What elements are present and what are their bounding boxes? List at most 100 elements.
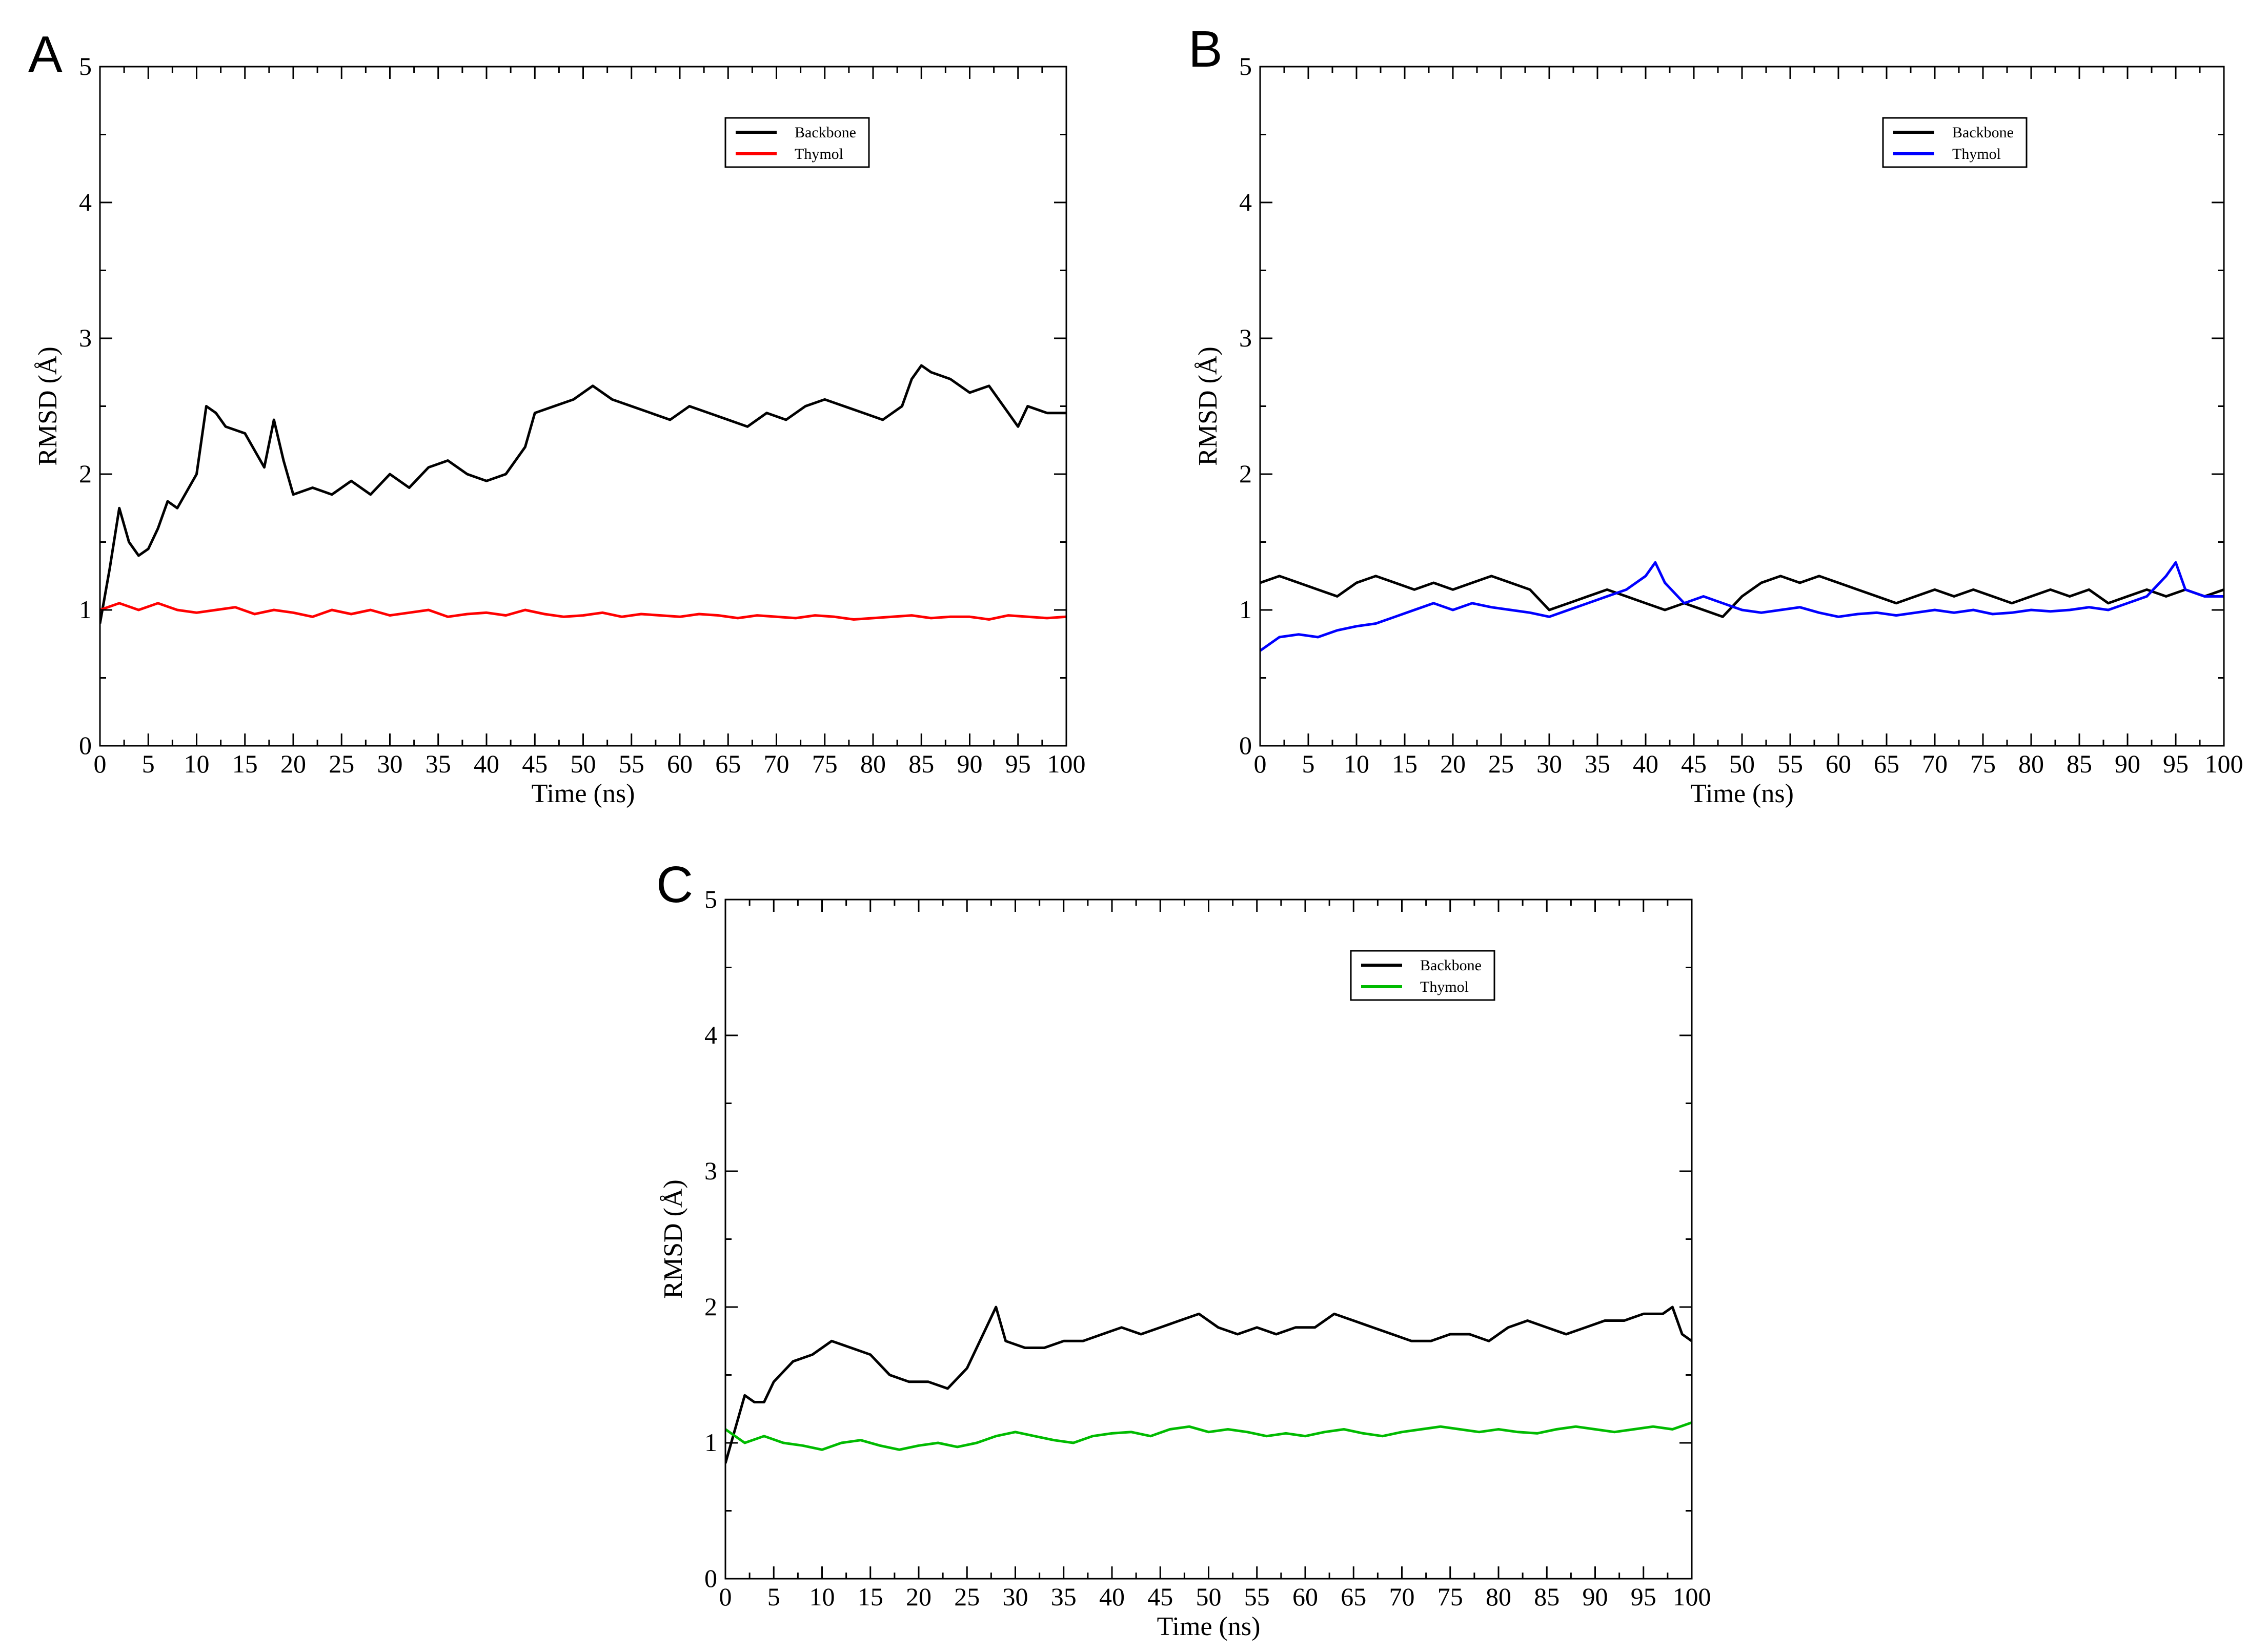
x-tick-label: 50	[1729, 749, 1755, 778]
x-tick-label: 0	[94, 749, 107, 778]
x-tick-label: 25	[954, 1582, 980, 1611]
x-tick-label: 10	[184, 749, 210, 778]
x-tick-label: 85	[2067, 749, 2092, 778]
x-tick-label: 55	[1244, 1582, 1270, 1611]
x-tick-label: 5	[1302, 749, 1315, 778]
x-tick-label: 70	[1922, 749, 1948, 778]
x-tick-label: 100	[2205, 749, 2243, 778]
x-tick-label: 100	[1047, 749, 1086, 778]
y-axis-title: RMSD (Å)	[659, 1179, 688, 1299]
x-tick-label: 70	[764, 749, 789, 778]
series-group	[725, 1306, 1692, 1464]
series-line-backbone	[1260, 575, 2224, 618]
x-tick-label: 75	[812, 749, 838, 778]
panel-label: A	[28, 26, 63, 83]
y-tick-label: 2	[704, 1292, 717, 1321]
x-tick-label: 60	[1826, 749, 1851, 778]
x-tick-label: 95	[1631, 1582, 1656, 1611]
x-tick-label: 45	[522, 749, 548, 778]
x-tick-label: 80	[1486, 1582, 1511, 1611]
plot-frame	[724, 899, 1693, 1580]
series-line-thymol	[100, 602, 1066, 621]
x-tick-label: 65	[715, 749, 741, 778]
x-tick-label: 95	[2163, 749, 2189, 778]
x-tick-label: 50	[571, 749, 596, 778]
legend-box	[724, 117, 870, 168]
x-tick-label: 75	[1437, 1582, 1463, 1611]
x-tick-label: 85	[1534, 1582, 1560, 1611]
x-tick-label: 65	[1874, 749, 1899, 778]
y-tick-label: 2	[1239, 459, 1252, 488]
y-tick-label: 4	[79, 188, 92, 216]
x-tick-label: 30	[1536, 749, 1562, 778]
legend-label-backbone: Backbone	[1420, 957, 1482, 974]
x-tick-label: 5	[142, 749, 155, 778]
series-line-thymol	[725, 1421, 1692, 1451]
x-tick-label: 20	[906, 1582, 931, 1611]
x-tick-label: 15	[232, 749, 258, 778]
x-tick-label: 5	[767, 1582, 780, 1611]
y-tick-label: 3	[79, 323, 92, 352]
legend-label-thymol: Thymol	[1952, 146, 2001, 162]
y-tick-label: 1	[79, 595, 92, 624]
x-tick-label: 15	[1392, 749, 1417, 778]
x-tick-label: 50	[1196, 1582, 1222, 1611]
panel-label: B	[1188, 21, 1223, 78]
legend: Backbone Thymol	[1882, 117, 2028, 168]
y-tick-label: 0	[1239, 731, 1252, 760]
x-tick-label: 60	[667, 749, 693, 778]
panel-a: A0 5 10 15 20 25 30 35 40 45 50 55 60 65 70 75 80 85 90 95 1…	[28, 26, 1086, 808]
x-tick-label: 70	[1389, 1582, 1415, 1611]
y-tick-label: 0	[79, 731, 92, 760]
y-tick-label: 3	[1239, 323, 1252, 352]
y-tick-label: 5	[79, 52, 92, 80]
x-tick-label: 25	[329, 749, 354, 778]
x-tick-label: 90	[2115, 749, 2140, 778]
plot-frame	[99, 66, 1067, 747]
legend: Backbone Thymol	[1350, 950, 1495, 1001]
x-tick-label: 80	[2018, 749, 2044, 778]
x-tick-label: 40	[1633, 749, 1658, 778]
x-tick-label: 40	[1099, 1582, 1125, 1611]
series-group	[1260, 561, 2224, 652]
legend-label-thymol: Thymol	[795, 146, 843, 162]
x-tick-label: 90	[957, 749, 983, 778]
x-tick-label: 35	[426, 749, 451, 778]
panel-label: C	[656, 856, 693, 913]
x-tick-label: 65	[1341, 1582, 1366, 1611]
x-tick-label: 10	[1344, 749, 1369, 778]
series-line-backbone	[100, 364, 1066, 624]
legend: Backbone Thymol	[724, 117, 870, 168]
y-tick-label: 2	[79, 459, 92, 488]
panel-c: C0 5 10 15 20 25 30 35 40 45 50 55 60 65 70 75 80 85 90 95 1…	[656, 856, 1711, 1641]
series-group	[100, 364, 1066, 624]
series-line-thymol	[1260, 561, 2224, 652]
x-tick-label: 30	[1003, 1582, 1028, 1611]
y-tick-label: 5	[1239, 52, 1252, 80]
x-tick-label: 0	[1254, 749, 1267, 778]
x-tick-label: 75	[1970, 749, 1996, 778]
y-tick-label: 4	[704, 1021, 717, 1049]
x-tick-label: 55	[619, 749, 644, 778]
y-tick-label: 5	[704, 885, 717, 913]
legend-label-backbone: Backbone	[1952, 124, 2014, 141]
y-tick-label: 1	[704, 1428, 717, 1457]
y-tick-label: 4	[1239, 188, 1252, 216]
x-tick-label: 20	[1440, 749, 1466, 778]
x-tick-label: 20	[280, 749, 306, 778]
x-tick-label: 45	[1147, 1582, 1173, 1611]
x-axis-title: Time (ns)	[1690, 779, 1794, 808]
x-tick-label: 95	[1005, 749, 1031, 778]
y-axis-title: RMSD (Å)	[1193, 346, 1223, 466]
x-tick-label: 85	[908, 749, 934, 778]
x-tick-label: 25	[1488, 749, 1514, 778]
x-tick-label: 15	[858, 1582, 883, 1611]
x-tick-label: 35	[1051, 1582, 1077, 1611]
y-tick-label: 0	[704, 1564, 717, 1593]
x-tick-label: 35	[1585, 749, 1610, 778]
y-axis-title: RMSD (Å)	[33, 346, 63, 466]
x-tick-label: 40	[474, 749, 499, 778]
series-line-backbone	[725, 1306, 1692, 1464]
legend-box	[1882, 117, 2028, 168]
